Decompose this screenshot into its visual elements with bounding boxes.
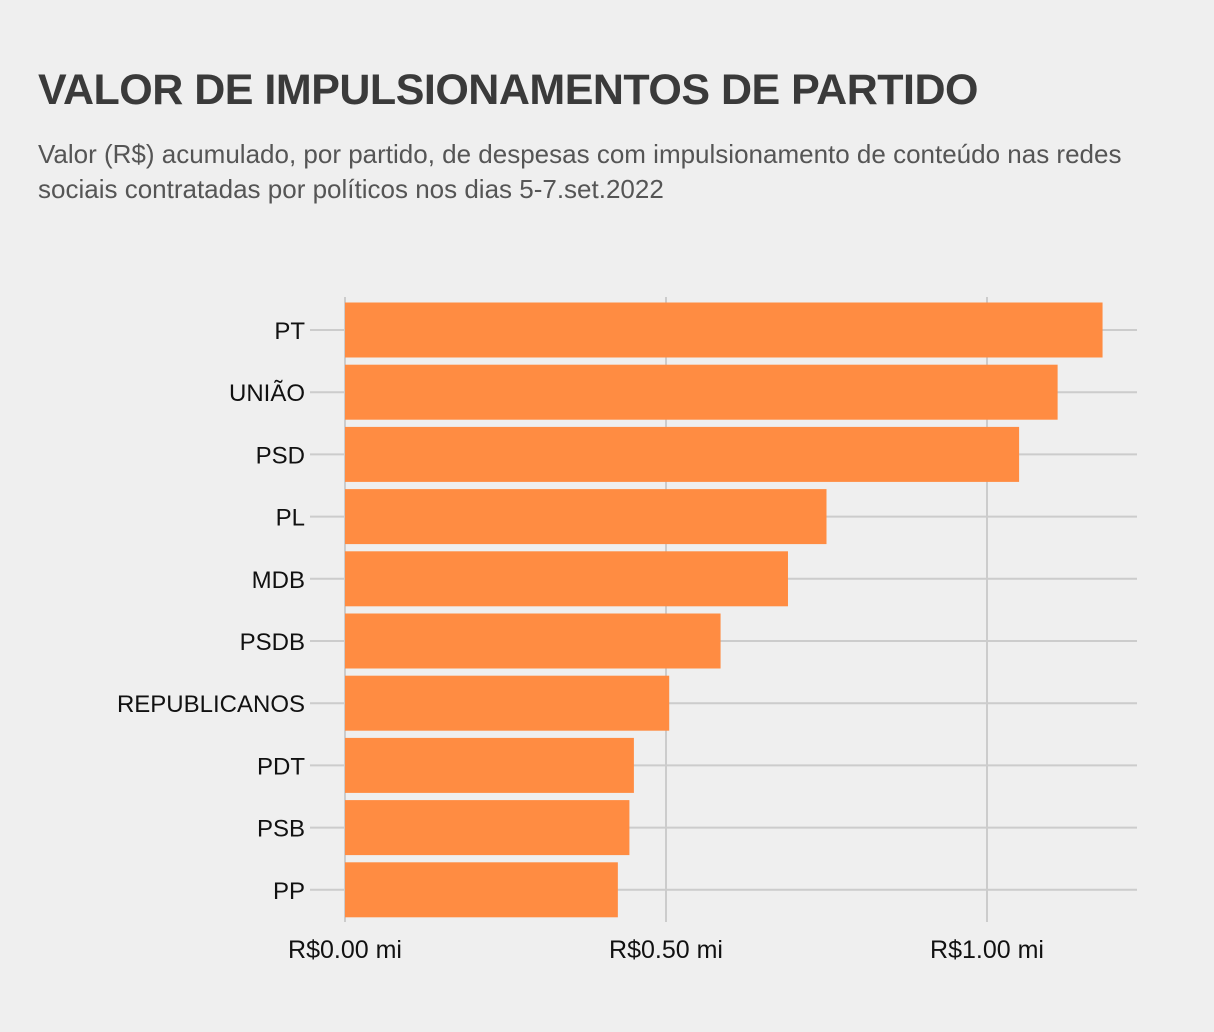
category-label: UNIÃO [229,380,305,407]
bar-mdb [345,551,788,607]
category-label: PSD [256,442,305,469]
category-labels: PT UNIÃO PSD PL MDB PSDB REPUBLICANOS PDT PSB PP [117,318,305,905]
chart-subtitle: Valor (R$) acumulado, por partido, de de… [38,139,1122,204]
category-label: PL [276,505,305,532]
bar-pl [345,489,827,545]
chart-title: VALOR DE IMPULSIONAMENTOS DE PARTIDO [38,66,979,114]
bar-união [345,364,1058,420]
bar-pt [345,302,1103,358]
category-label: PP [273,878,305,905]
bar-republicanos [345,675,670,731]
x-tick-label: R$0.50 mi [609,936,723,964]
category-label: PSDB [240,629,305,656]
category-label: PT [274,318,305,345]
category-label: PDT [257,753,305,780]
category-label: PSB [257,816,305,843]
bars [345,302,1103,918]
category-label: MDB [252,567,305,594]
category-label: REPUBLICANOS [117,691,305,718]
bar-psdb [345,613,721,669]
bar-pdt [345,737,634,793]
bar-pp [345,862,618,918]
x-axis-tick-labels: R$0.00 mi R$0.50 mi R$1.00 mi [288,936,1044,964]
bar-psb [345,800,630,856]
bar-psd [345,426,1020,482]
x-tick-label: R$1.00 mi [930,936,1044,964]
x-tick-label: R$0.00 mi [288,936,402,964]
